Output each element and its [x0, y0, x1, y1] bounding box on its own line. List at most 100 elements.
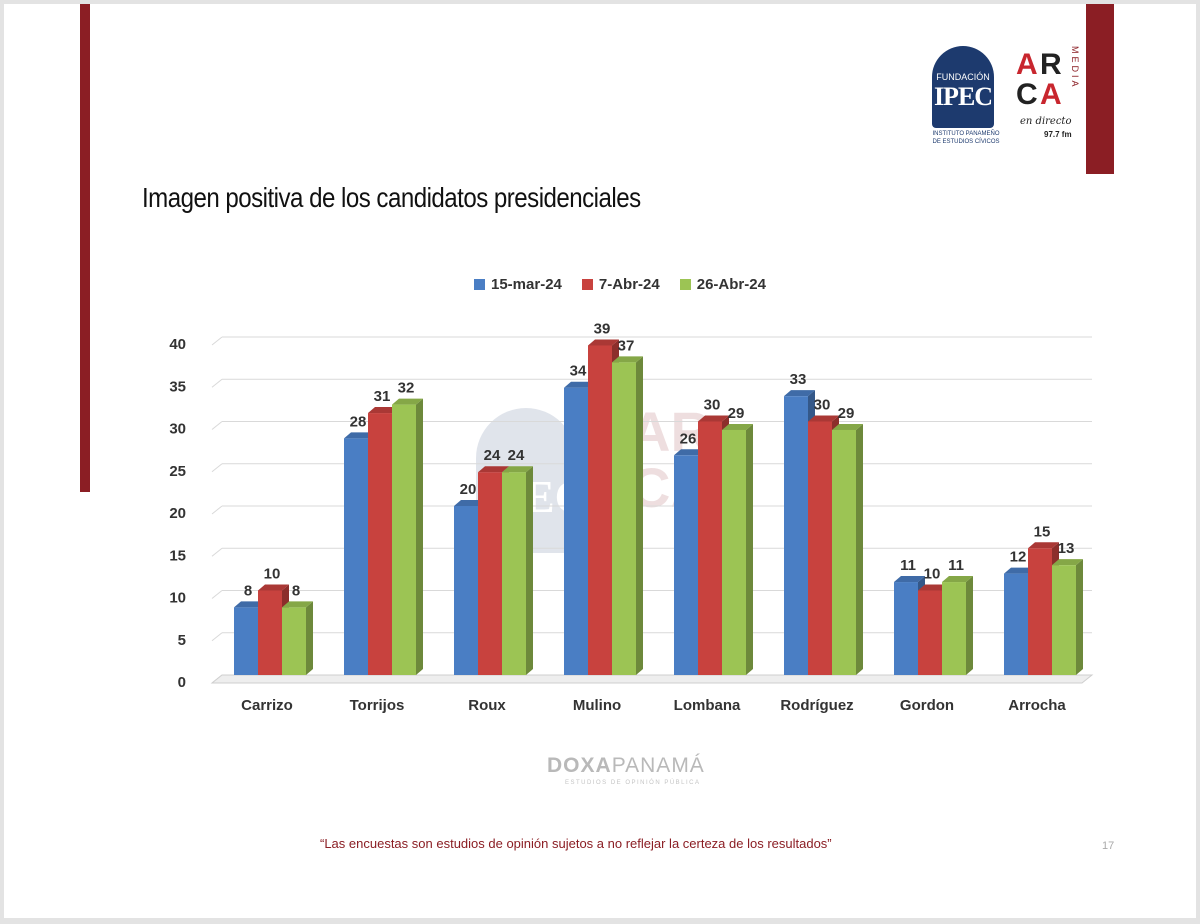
legend-swatch-2 [679, 279, 691, 290]
data-label: 8 [244, 582, 252, 599]
bar [612, 362, 636, 675]
bar [894, 582, 918, 675]
ipec-name: IPEC [933, 82, 993, 111]
source-brand-light: PANAMÁ [611, 754, 705, 777]
bar-side [416, 398, 423, 675]
bar-side [306, 601, 313, 675]
x-tick-label: Lombana [674, 697, 741, 714]
bar [1052, 565, 1076, 675]
bar [808, 421, 832, 675]
data-label: 37 [618, 337, 635, 354]
arca-logo: A R C A MEDIA en directo 97.7 fm [1014, 44, 1084, 144]
bar-top [588, 339, 619, 346]
gridline-slant [211, 421, 223, 430]
bar-top [722, 423, 753, 430]
x-tick-label: Mulino [573, 697, 621, 714]
page-number: 17 [1102, 840, 1115, 852]
data-label: 24 [484, 447, 501, 464]
data-label: 32 [398, 380, 415, 397]
legend-label-2: 26-Abr-24 [696, 276, 766, 293]
y-tick-label: 40 [169, 336, 186, 353]
y-tick-label: 20 [169, 505, 186, 522]
bar-top [282, 601, 313, 608]
bar [564, 387, 588, 675]
bar-top [1052, 559, 1083, 566]
bar [282, 607, 306, 675]
bar [674, 455, 698, 675]
arca-media-label: MEDIA [1070, 46, 1080, 90]
bar-top [832, 423, 863, 430]
bar [722, 429, 746, 675]
data-label: 20 [460, 481, 477, 498]
legend-label-0: 15-mar-24 [491, 276, 562, 293]
bar-side [746, 423, 753, 675]
bar-top [392, 398, 423, 405]
bar-top [674, 449, 705, 456]
bar [588, 345, 612, 675]
bar-top [894, 576, 925, 583]
bar-top [918, 584, 949, 591]
slide-title: Imagen positiva de los candidatos presid… [142, 182, 641, 213]
legend-swatch-1 [581, 279, 593, 290]
chart-legend: 15-mar-24 7-Abr-24 26-Abr-24 [474, 276, 766, 293]
bar [918, 590, 942, 675]
bar [832, 429, 856, 675]
bar-side [1076, 559, 1083, 675]
data-label: 24 [508, 447, 525, 464]
bar-top [612, 356, 643, 363]
source-tagline: ESTUDIOS DE OPINIÓN PÚBLICA [565, 780, 701, 786]
bar [258, 590, 282, 675]
bar [1004, 573, 1028, 675]
bar-top [698, 415, 729, 422]
gridline-slant [211, 547, 223, 557]
bar [942, 582, 966, 675]
bar-side [856, 423, 863, 675]
data-label: 30 [814, 397, 831, 414]
data-label: 12 [1010, 549, 1027, 566]
x-tick-label: Carrizo [241, 697, 293, 714]
disclaimer: “Las encuestas son estudios de opinión s… [320, 836, 832, 851]
ipec-badge: FUNDACIÓN IPEC [932, 46, 994, 128]
data-label: 39 [594, 320, 611, 337]
chart-floor [210, 674, 1094, 684]
legend-item: 15-mar-24 [474, 276, 562, 293]
slide: FUNDACIÓN IPEC INSTITUTO PANAMEÑO DE EST… [4, 4, 1196, 918]
y-tick-label: 5 [178, 632, 186, 649]
arca-tagline: en directo [1020, 116, 1072, 127]
bar-top [502, 466, 533, 473]
bar-top [258, 584, 289, 591]
data-label: 11 [900, 557, 916, 574]
x-tick-label: Torrijos [350, 697, 405, 714]
data-label: 10 [924, 566, 941, 583]
arca-letter-r: R [1040, 48, 1062, 81]
bar-top [478, 466, 509, 473]
bar-top [942, 576, 973, 583]
bar-top [368, 407, 399, 414]
ipec-logo: FUNDACIÓN IPEC INSTITUTO PANAMEÑO DE EST… [928, 46, 1004, 146]
gridline-slant [211, 590, 223, 599]
x-tick-label: Arrocha [1008, 697, 1066, 714]
bar [698, 421, 722, 675]
bar-top [344, 432, 375, 439]
y-tick-label: 30 [169, 421, 186, 438]
data-label: 30 [704, 397, 721, 414]
y-tick-label: 0 [178, 674, 186, 691]
data-label: 8 [292, 582, 300, 599]
bar [784, 396, 808, 675]
data-label: 31 [374, 388, 391, 405]
data-label: 33 [790, 371, 807, 388]
data-label: 34 [570, 363, 587, 380]
bar [344, 438, 368, 675]
right-accent-bar [1086, 4, 1114, 174]
bar-top [1028, 542, 1059, 549]
bar-top [1004, 567, 1035, 574]
x-tick-label: Rodríguez [780, 697, 853, 714]
gridline-slant [211, 336, 223, 346]
arca-letter-a2: A [1040, 78, 1062, 111]
y-tick-label: 10 [169, 590, 186, 607]
y-tick-label: 15 [169, 547, 186, 564]
source-brand-bold: DOXA [547, 754, 612, 777]
ipec-subtitle: INSTITUTO PANAMEÑO DE ESTUDIOS CÍVICOS [928, 130, 1004, 146]
bar [1028, 548, 1052, 675]
bar [478, 472, 502, 675]
